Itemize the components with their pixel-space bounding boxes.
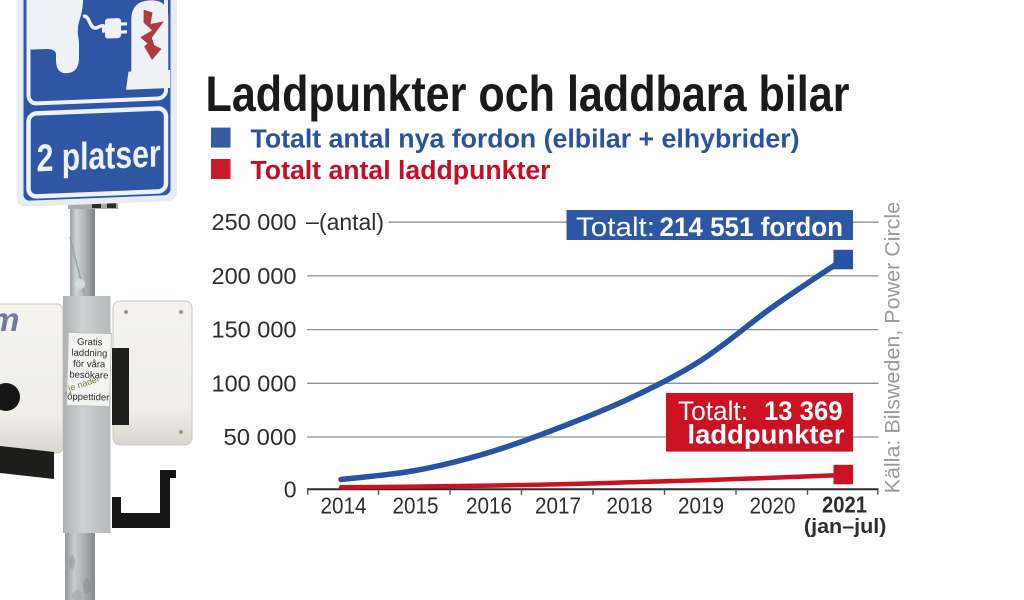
svg-text:13 369: 13 369: [764, 396, 843, 426]
svg-text:för våra: för våra: [73, 359, 106, 371]
svg-text:laddning: laddning: [71, 348, 107, 360]
svg-text:200 000: 200 000: [212, 263, 297, 289]
svg-text:Totalt antal laddpunkter: Totalt antal laddpunkter: [251, 157, 551, 185]
svg-text:m: m: [0, 301, 19, 338]
svg-text:50 000: 50 000: [224, 424, 297, 450]
svg-text:Laddpunkter och laddbara bilar: Laddpunkter och laddbara bilar: [206, 66, 850, 122]
svg-text:2016: 2016: [466, 493, 512, 519]
svg-text:(jan–jul): (jan–jul): [804, 515, 887, 538]
svg-text:2015: 2015: [393, 493, 439, 519]
svg-text:2020: 2020: [750, 493, 796, 519]
svg-text:laddpunkter: laddpunkter: [688, 419, 845, 449]
svg-text:2019: 2019: [678, 493, 724, 519]
svg-text:214 551 fordon: 214 551 fordon: [660, 212, 844, 242]
svg-text:150 000: 150 000: [212, 317, 297, 343]
svg-text:besökare: besökare: [69, 369, 108, 381]
svg-text:Totalt:: Totalt:: [576, 212, 655, 242]
svg-text:2 platser: 2 platser: [37, 132, 161, 180]
svg-text:Totalt:: Totalt:: [678, 396, 748, 426]
svg-text:Totalt antal nya fordon (elbil: Totalt antal nya fordon (elbilar + elhyb…: [251, 126, 800, 154]
svg-text:Källa: Bilsweden, Power Circle: Källa: Bilsweden, Power Circle: [881, 202, 905, 494]
svg-text:2017: 2017: [535, 493, 581, 519]
svg-text:öppettider: öppettider: [67, 391, 110, 403]
svg-text:2014: 2014: [321, 493, 367, 519]
svg-text:Gratis: Gratis: [77, 337, 103, 349]
svg-text:250 000: 250 000: [212, 209, 297, 235]
svg-text:2018: 2018: [607, 493, 653, 519]
svg-text:–: –: [306, 208, 319, 234]
svg-text:100 000: 100 000: [212, 370, 297, 396]
svg-text:(antal): (antal): [319, 209, 384, 235]
svg-text:2021: 2021: [822, 491, 867, 517]
svg-text:0: 0: [284, 476, 297, 502]
